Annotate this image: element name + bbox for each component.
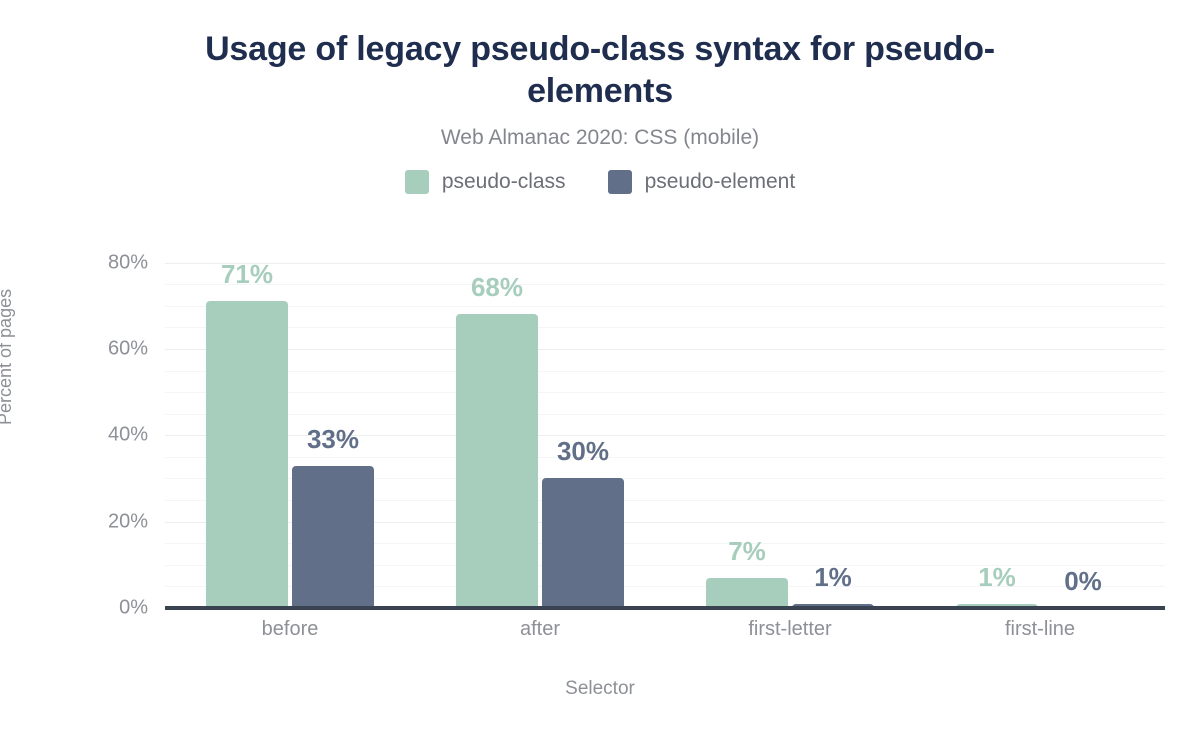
x-axis-title: Selector bbox=[565, 678, 635, 699]
y-axis-tick-label: 20% bbox=[107, 510, 148, 533]
bar-first-line-pseudo-class[interactable] bbox=[956, 603, 1038, 608]
legend-swatch-icon bbox=[404, 170, 429, 195]
legend-item-pseudo-element[interactable]: pseudo-element bbox=[607, 170, 796, 195]
gridline bbox=[165, 456, 1165, 458]
y-axis-tick-label: 60% bbox=[107, 337, 148, 360]
bar-before-pseudo-element[interactable] bbox=[292, 465, 374, 608]
x-axis-tick-label: before bbox=[261, 618, 319, 640]
y-axis-tick-label: 80% bbox=[107, 251, 148, 274]
gridline bbox=[165, 370, 1165, 372]
gridline bbox=[165, 348, 1165, 350]
chart-header: Usage of legacy pseudo-class syntax for … bbox=[0, 0, 1200, 195]
gridline bbox=[165, 500, 1165, 502]
legend-swatch-icon bbox=[607, 170, 632, 195]
gridline bbox=[165, 413, 1165, 415]
gridline bbox=[165, 521, 1165, 523]
bar-first-letter-pseudo-class[interactable] bbox=[706, 577, 788, 608]
bar-value-label: 7% bbox=[728, 535, 766, 566]
gridline bbox=[165, 564, 1165, 566]
bar-value-label: 33% bbox=[306, 423, 360, 454]
gridline bbox=[165, 543, 1165, 545]
bar-value-label: 30% bbox=[556, 436, 610, 467]
y-axis-tick-label: 0% bbox=[119, 596, 148, 619]
x-axis-tick-label: first-letter bbox=[748, 618, 832, 640]
gridline bbox=[165, 586, 1165, 588]
bar-value-label: 1% bbox=[978, 561, 1016, 592]
bar-after-pseudo-element[interactable] bbox=[542, 478, 624, 608]
legend-label: pseudo-class bbox=[441, 170, 566, 194]
gridline bbox=[165, 262, 1165, 264]
bar-value-label: 0% bbox=[1064, 566, 1102, 596]
gridline bbox=[165, 327, 1165, 329]
x-axis-tick-label: first-line bbox=[1004, 618, 1076, 640]
bar-before-pseudo-class[interactable] bbox=[206, 301, 288, 608]
chart-subtitle: Web Almanac 2020: CSS (mobile) bbox=[440, 126, 760, 150]
legend-item-pseudo-class[interactable]: pseudo-class bbox=[404, 170, 566, 195]
gridline bbox=[165, 284, 1165, 286]
bar-value-label: 1% bbox=[814, 561, 852, 592]
y-axis-tick-label: 40% bbox=[107, 423, 148, 446]
gridline bbox=[165, 435, 1165, 437]
x-axis-tick-label: after bbox=[519, 618, 561, 640]
x-axis-baseline bbox=[165, 606, 1165, 610]
bar-value-label: 71% bbox=[220, 259, 274, 290]
chart-legend: pseudo-class pseudo-element bbox=[0, 170, 1200, 195]
bar-value-label: 68% bbox=[470, 272, 524, 303]
gridline bbox=[165, 392, 1165, 394]
gridline bbox=[165, 305, 1165, 307]
y-axis-title: Percent of pages bbox=[0, 288, 15, 425]
plot-area bbox=[165, 241, 1165, 608]
bar-first-letter-pseudo-element[interactable] bbox=[792, 603, 874, 608]
chart-title: Usage of legacy pseudo-class syntax for … bbox=[205, 30, 995, 111]
gridline bbox=[165, 478, 1165, 480]
bar-after-pseudo-class[interactable] bbox=[456, 314, 538, 608]
legend-label: pseudo-element bbox=[644, 170, 796, 194]
